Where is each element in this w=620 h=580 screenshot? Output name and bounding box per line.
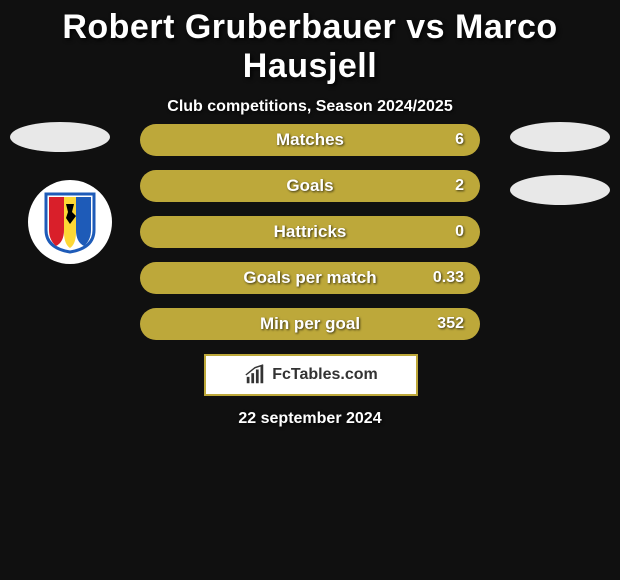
player-placeholder-right-1 — [510, 122, 610, 152]
stat-row-goals-per-match: Goals per match 0.33 — [140, 262, 480, 294]
club-shield-icon — [42, 190, 98, 254]
stat-label: Goals — [286, 176, 333, 196]
club-badge — [28, 180, 112, 264]
stats-list: Matches 6 Goals 2 Hattricks 0 Goals per … — [140, 124, 480, 354]
stat-row-hattricks: Hattricks 0 — [140, 216, 480, 248]
stat-label: Goals per match — [243, 268, 376, 288]
stat-label: Min per goal — [260, 314, 360, 334]
stat-value: 352 — [437, 315, 464, 333]
stat-row-goals: Goals 2 — [140, 170, 480, 202]
stat-value: 6 — [455, 131, 464, 149]
stat-value: 0 — [455, 223, 464, 241]
brand-text: FcTables.com — [272, 366, 378, 384]
player-placeholder-left — [10, 122, 110, 152]
bar-chart-icon — [244, 364, 266, 386]
stat-label: Matches — [276, 130, 344, 150]
stat-row-min-per-goal: Min per goal 352 — [140, 308, 480, 340]
stat-label: Hattricks — [274, 222, 347, 242]
page-subtitle: Club competitions, Season 2024/2025 — [0, 98, 620, 116]
page-title: Robert Gruberbauer vs Marco Hausjell — [0, 0, 620, 86]
player-placeholder-right-2 — [510, 175, 610, 205]
stat-value: 2 — [455, 177, 464, 195]
dateline: 22 september 2024 — [0, 410, 620, 428]
stat-row-matches: Matches 6 — [140, 124, 480, 156]
brand-box: FcTables.com — [204, 354, 418, 396]
stat-value: 0.33 — [433, 269, 464, 287]
